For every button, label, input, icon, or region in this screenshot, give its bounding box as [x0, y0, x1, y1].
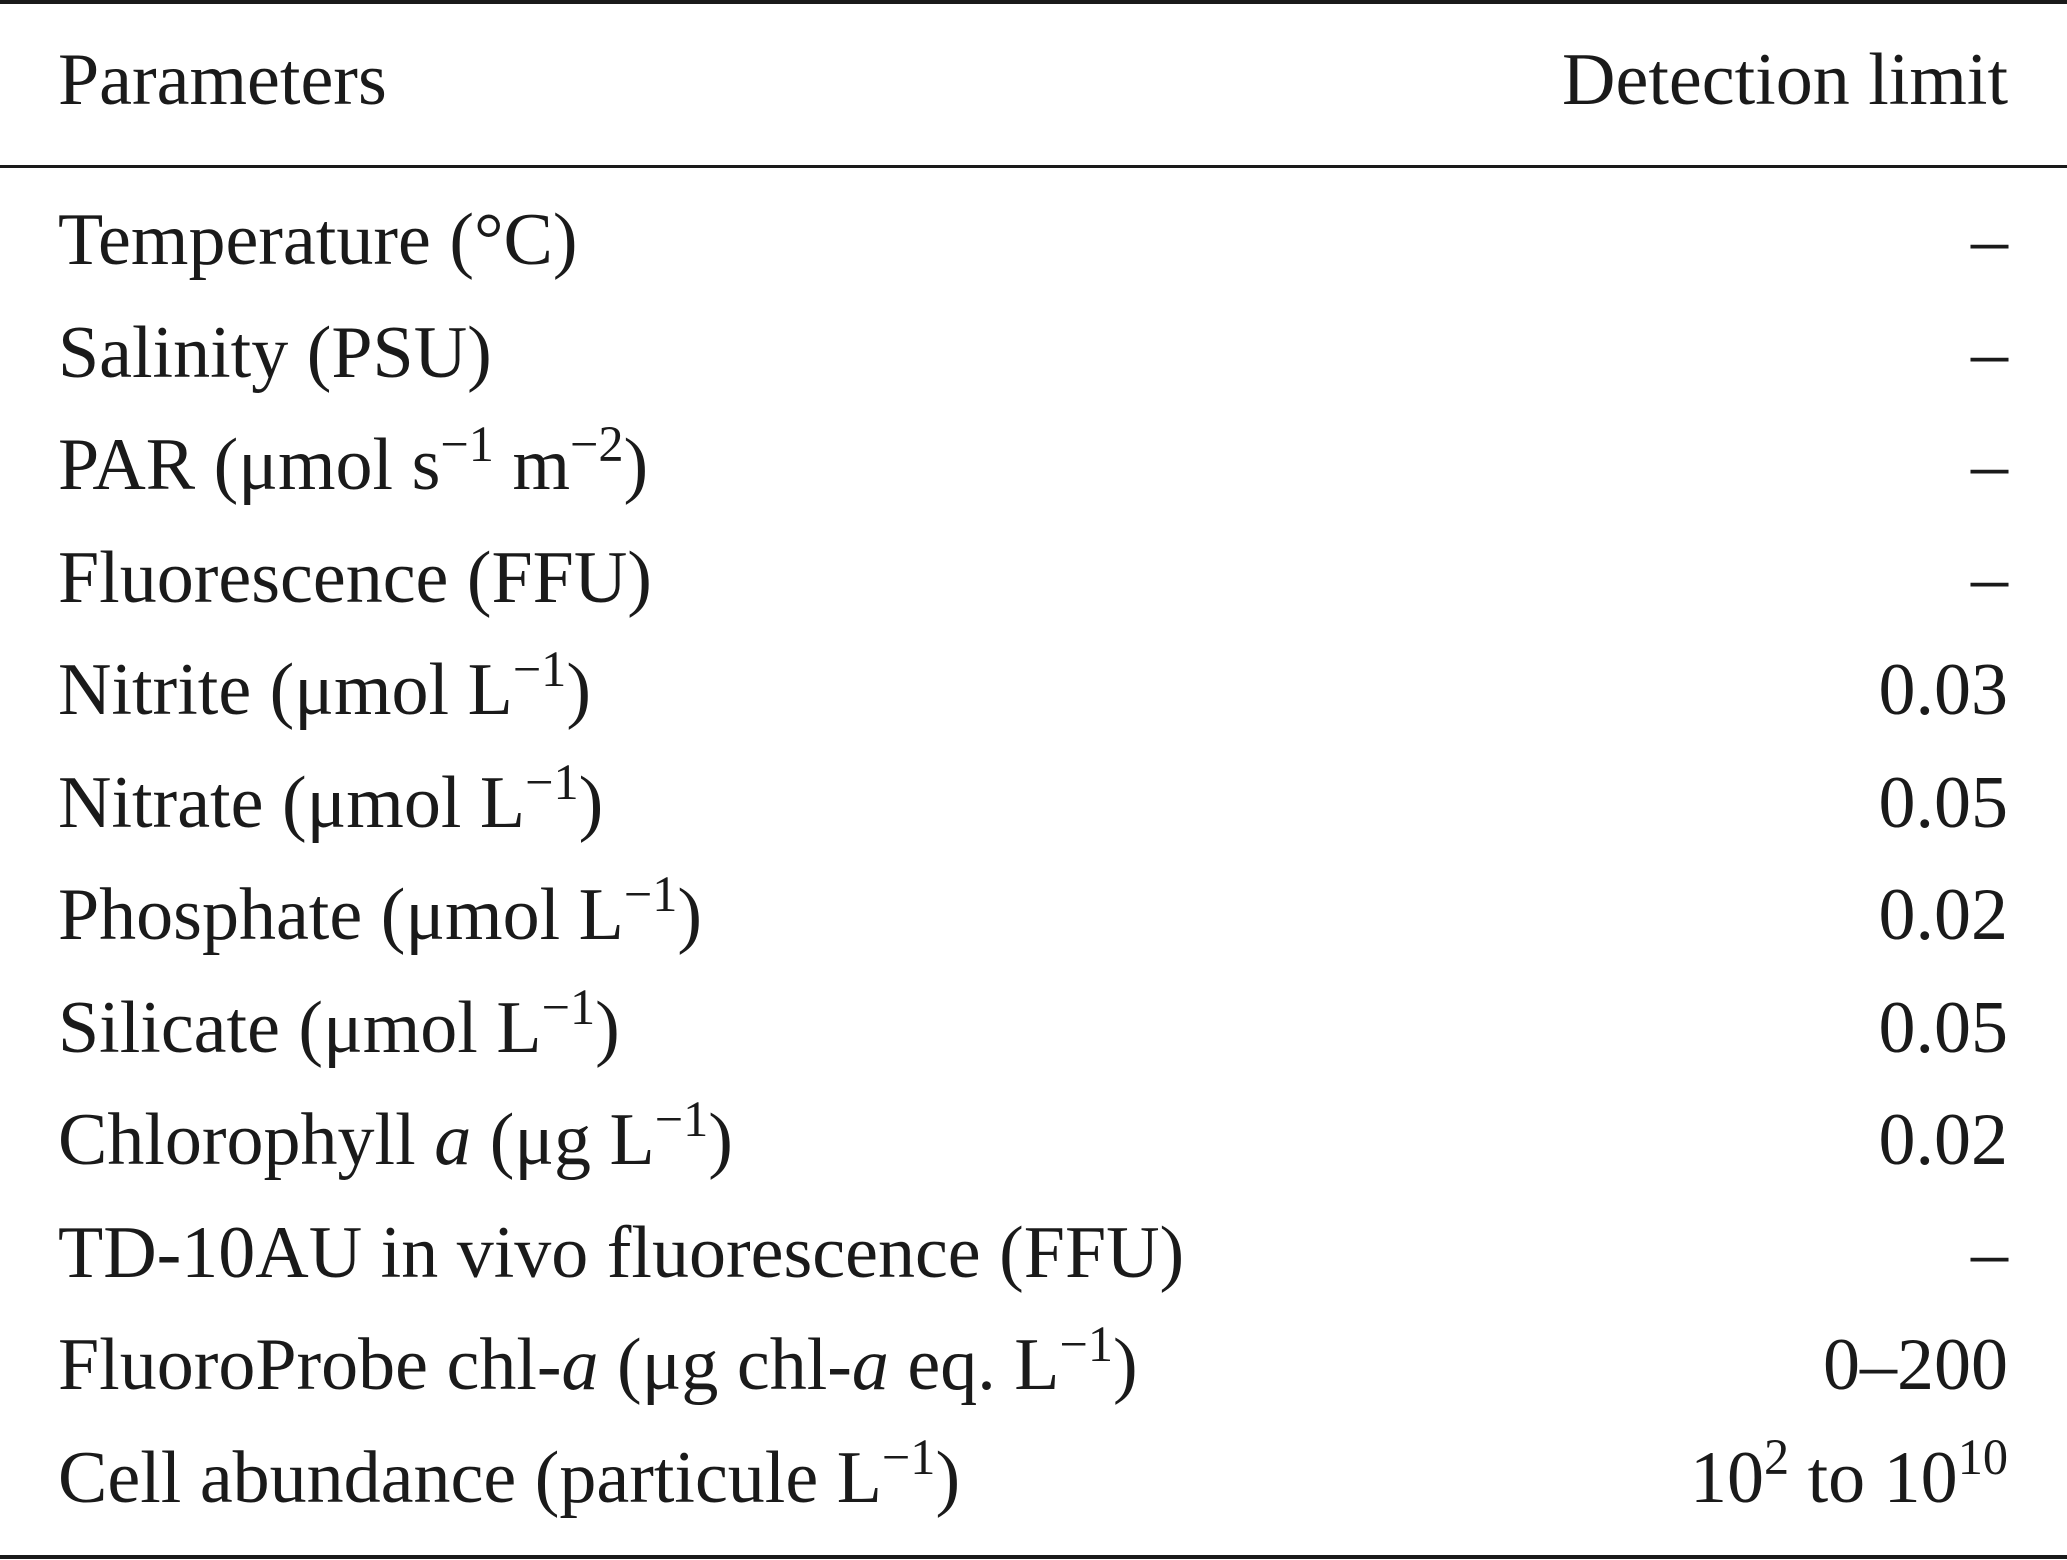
detection-limit-cell: 0.03: [1878, 649, 2009, 731]
table-row: Temperature (°C) –: [58, 190, 2008, 290]
detection-limit-cell: –: [1971, 424, 2008, 506]
parameter-cell: Cell abundance (particule L−1): [58, 1428, 961, 1519]
parameter-cell: Fluorescence (FFU): [58, 536, 652, 619]
detection-limit-cell: 0–200: [1823, 1324, 2008, 1406]
table-row: Phosphate (μmol L−1) 0.02: [58, 865, 2008, 965]
parameter-cell: PAR (μmol s−1 m−2): [58, 416, 649, 506]
detection-limit-cell: 0.05: [1878, 986, 2009, 1069]
table-row: Chlorophyll a (μg L−1) 0.02: [58, 1090, 2008, 1190]
table-row: Silicate (μmol L−1) 0.05: [58, 978, 2008, 1078]
parameter-cell: Silicate (μmol L−1): [58, 978, 620, 1069]
header-row: Parameters Detection limit: [58, 30, 2008, 130]
parameter-cell: Phosphate (μmol L−1): [58, 866, 703, 956]
detection-limit-cell: –: [1971, 536, 2008, 619]
detection-limit-cell: –: [1971, 311, 2008, 394]
table-row: TD-10AU in vivo fluorescence (FFU) –: [58, 1203, 2008, 1303]
parameter-cell: Salinity (PSU): [58, 311, 492, 394]
detection-limit-cell: –: [1971, 199, 2008, 281]
detection-limit-cell: 0.05: [1878, 761, 2009, 844]
table-row: Cell abundance (particule L−1) 102 to 101…: [58, 1428, 2008, 1528]
table-row: Salinity (PSU) –: [58, 303, 2008, 403]
table-row: Nitrate (μmol L−1) 0.05: [58, 753, 2008, 853]
table-row: FluoroProbe chl-a (μg chl-a eq. L−1) 0–20…: [58, 1315, 2008, 1415]
parameter-cell: TD-10AU in vivo fluorescence (FFU): [58, 1211, 1185, 1294]
parameter-cell: Nitrate (μmol L−1): [58, 753, 604, 844]
detection-limit-cell: –: [1971, 1211, 2008, 1294]
detection-limit-cell: 0.02: [1878, 874, 2009, 956]
detection-limit-cell: 0.02: [1878, 1099, 2009, 1181]
parameter-cell: Nitrite (μmol L−1): [58, 641, 591, 731]
table-row: Fluorescence (FFU) –: [58, 528, 2008, 628]
bottom-rule: [0, 1555, 2067, 1559]
top-rule: [0, 0, 2067, 4]
parameter-cell: FluoroProbe chl-a (μg chl-a eq. L−1): [58, 1316, 1138, 1406]
parameter-cell: Chlorophyll a (μg L−1): [58, 1091, 733, 1181]
header-rule: [0, 165, 2067, 168]
parameter-cell: Temperature (°C): [58, 199, 578, 281]
header-parameters: Parameters: [58, 39, 387, 121]
table-row: Nitrite (μmol L−1) 0.03: [58, 640, 2008, 740]
header-detection-limit: Detection limit: [1562, 39, 2008, 121]
detection-limit-cell: 102 to 1010: [1689, 1428, 2008, 1519]
table-row: PAR (μmol s−1 m−2) –: [58, 415, 2008, 515]
